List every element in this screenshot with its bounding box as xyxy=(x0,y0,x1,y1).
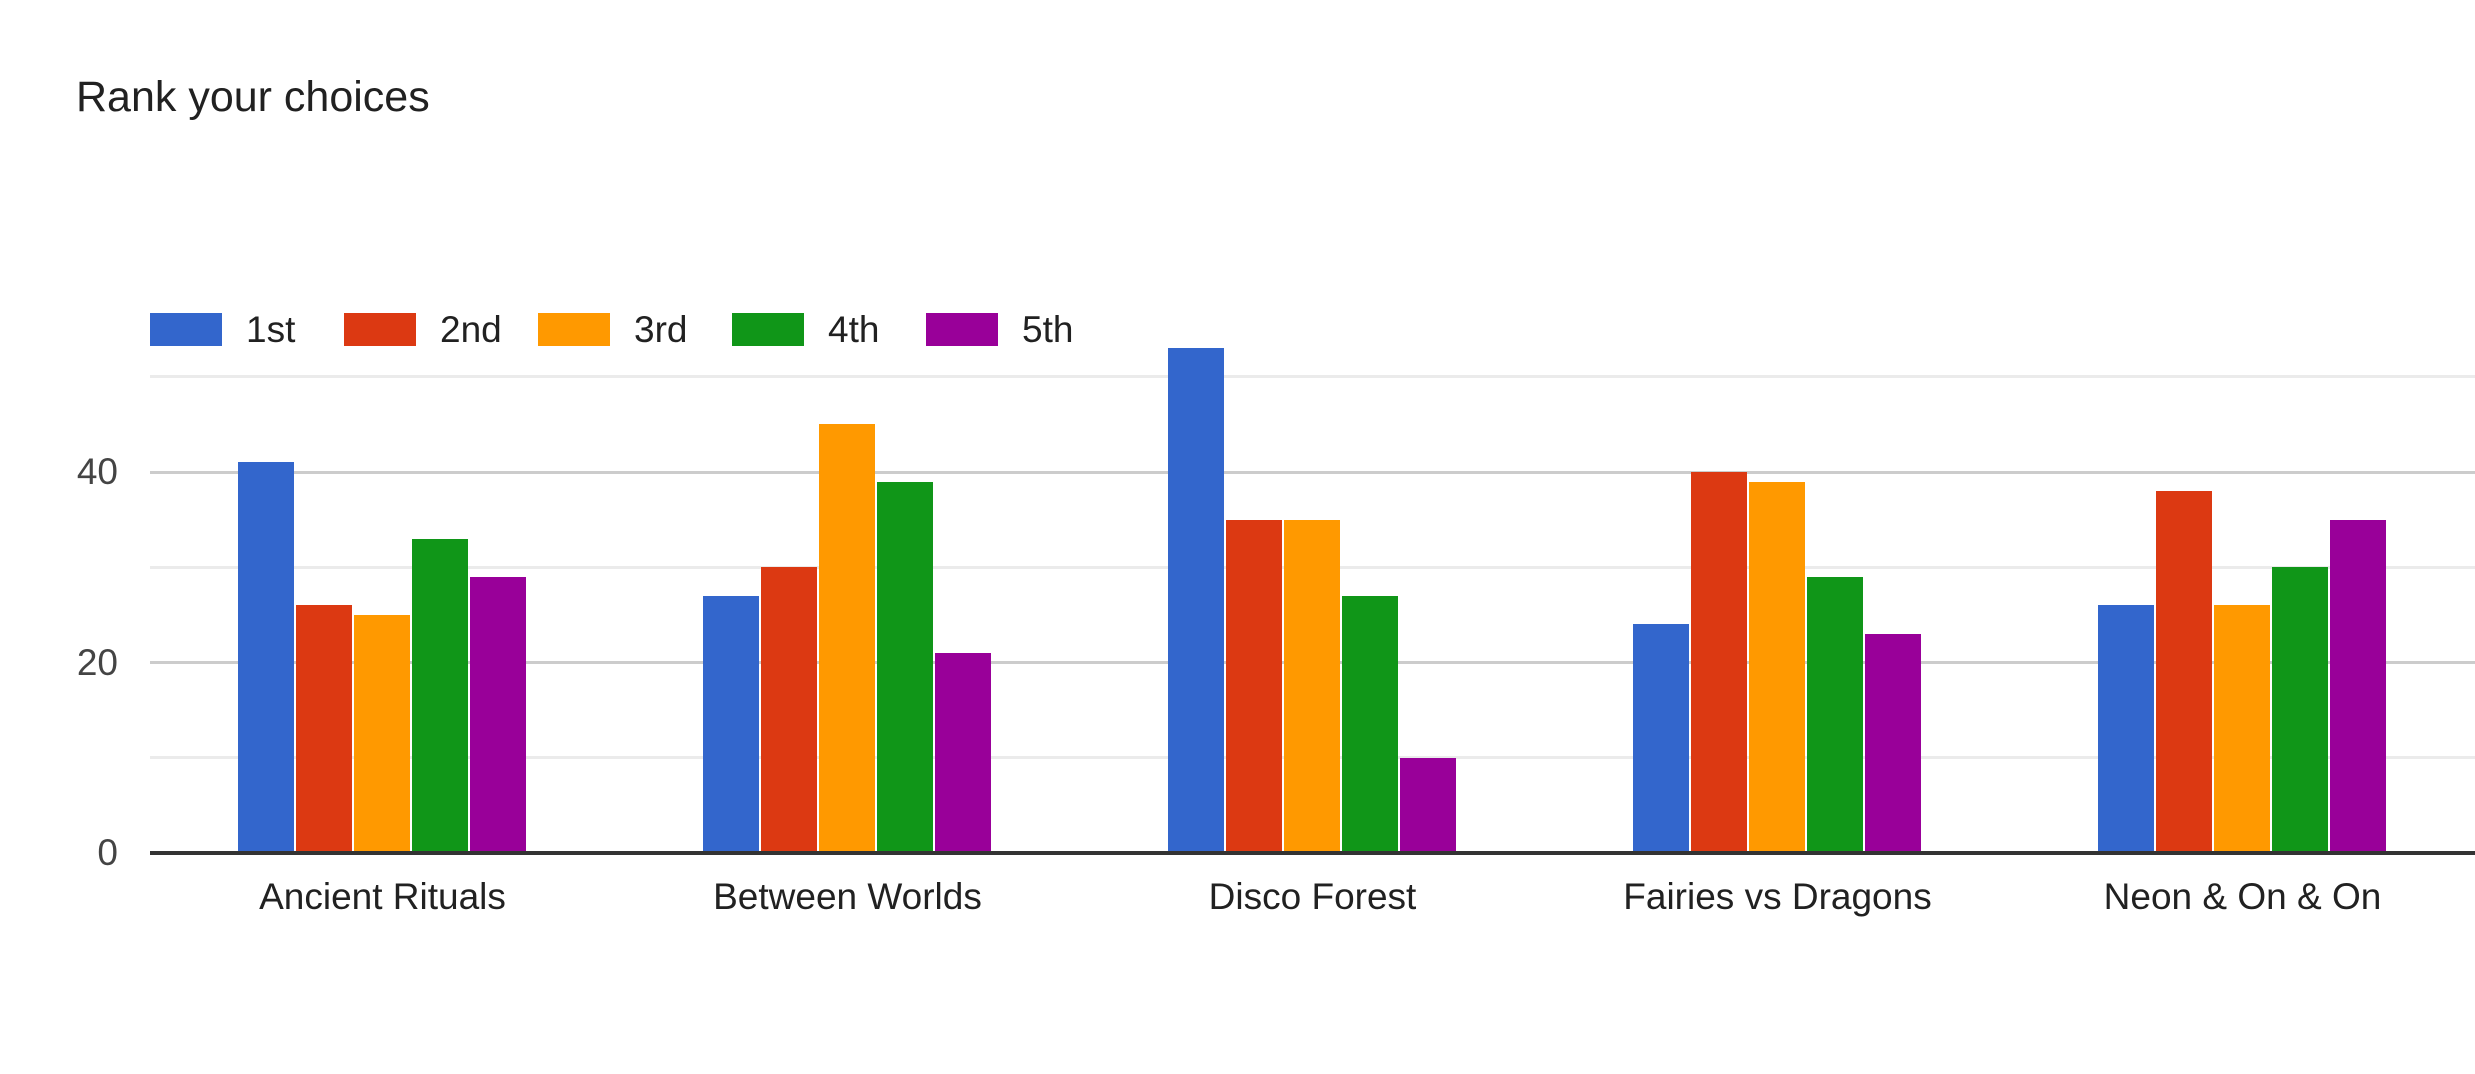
legend-item-label: 5th xyxy=(1022,309,1074,350)
bar-between-worlds-1st[interactable] xyxy=(703,595,759,853)
category-label-disco-forest: Disco Forest xyxy=(1208,876,1417,917)
legend-color-swatch-icon xyxy=(732,313,804,346)
legend-color-swatch-icon xyxy=(538,313,610,346)
legend-item-4th: 4th xyxy=(732,309,926,350)
bar-between-worlds-2nd[interactable] xyxy=(761,567,817,853)
y-axis-tick-label: 0 xyxy=(97,832,118,873)
bar-ancient-rituals-3rd[interactable] xyxy=(354,614,410,853)
bar-neon-on-on-1st[interactable] xyxy=(2098,605,2154,853)
bar-disco-forest-5th[interactable] xyxy=(1400,757,1456,853)
bar-fairies-vs-dragons-5th[interactable] xyxy=(1865,633,1921,853)
bar-disco-forest-2nd[interactable] xyxy=(1226,519,1282,853)
bar-disco-forest-1st[interactable] xyxy=(1168,348,1224,853)
bar-ancient-rituals-5th[interactable] xyxy=(470,576,526,853)
gridline-minor xyxy=(150,375,2475,379)
category-label-ancient-rituals: Ancient Rituals xyxy=(259,876,506,917)
bar-ancient-rituals-1st[interactable] xyxy=(238,462,294,853)
legend-item-1st: 1st xyxy=(150,309,344,350)
category-label-fairies-vs-dragons: Fairies vs Dragons xyxy=(1623,876,1932,917)
bar-disco-forest-3rd[interactable] xyxy=(1284,519,1340,853)
bar-disco-forest-4th[interactable] xyxy=(1342,595,1398,853)
y-axis-tick-label: 40 xyxy=(76,451,118,492)
bar-neon-on-on-2nd[interactable] xyxy=(2156,491,2212,853)
y-axis-tick-label: 20 xyxy=(76,641,118,683)
bar-between-worlds-5th[interactable] xyxy=(935,652,991,853)
x-axis-baseline xyxy=(150,851,2475,855)
legend-color-swatch-icon xyxy=(150,313,222,346)
bar-fairies-vs-dragons-1st[interactable] xyxy=(1633,624,1689,853)
bar-neon-on-on-3rd[interactable] xyxy=(2214,605,2270,853)
bar-neon-on-on-5th[interactable] xyxy=(2330,519,2386,853)
legend-item-2nd: 2nd xyxy=(344,309,538,350)
legend-color-swatch-icon xyxy=(926,313,998,346)
bar-fairies-vs-dragons-4th[interactable] xyxy=(1807,576,1863,853)
bar-fairies-vs-dragons-2nd[interactable] xyxy=(1691,472,1747,853)
chart-title: Rank your choices xyxy=(76,73,430,121)
legend-item-3rd: 3rd xyxy=(538,309,732,350)
legend-item-label: 2nd xyxy=(440,309,502,350)
legend-item-label: 4th xyxy=(828,309,880,350)
legend-item-5th: 5th xyxy=(926,309,1120,350)
legend-color-swatch-icon xyxy=(344,313,416,346)
category-label-neon-on-on: Neon & On & On xyxy=(2103,876,2382,917)
legend-item-label: 3rd xyxy=(634,309,688,350)
bar-ancient-rituals-4th[interactable] xyxy=(412,538,468,853)
bar-fairies-vs-dragons-3rd[interactable] xyxy=(1749,481,1805,853)
bar-ancient-rituals-2nd[interactable] xyxy=(296,605,352,853)
bar-neon-on-on-4th[interactable] xyxy=(2272,567,2328,853)
legend: 1st 2nd 3rd 4th 5th xyxy=(150,309,1120,350)
gridline-major xyxy=(150,470,2475,474)
legend-item-label: 1st xyxy=(246,309,296,350)
bar-between-worlds-3rd[interactable] xyxy=(819,424,875,853)
bar-between-worlds-4th[interactable] xyxy=(877,481,933,853)
category-label-between-worlds: Between Worlds xyxy=(713,876,982,917)
